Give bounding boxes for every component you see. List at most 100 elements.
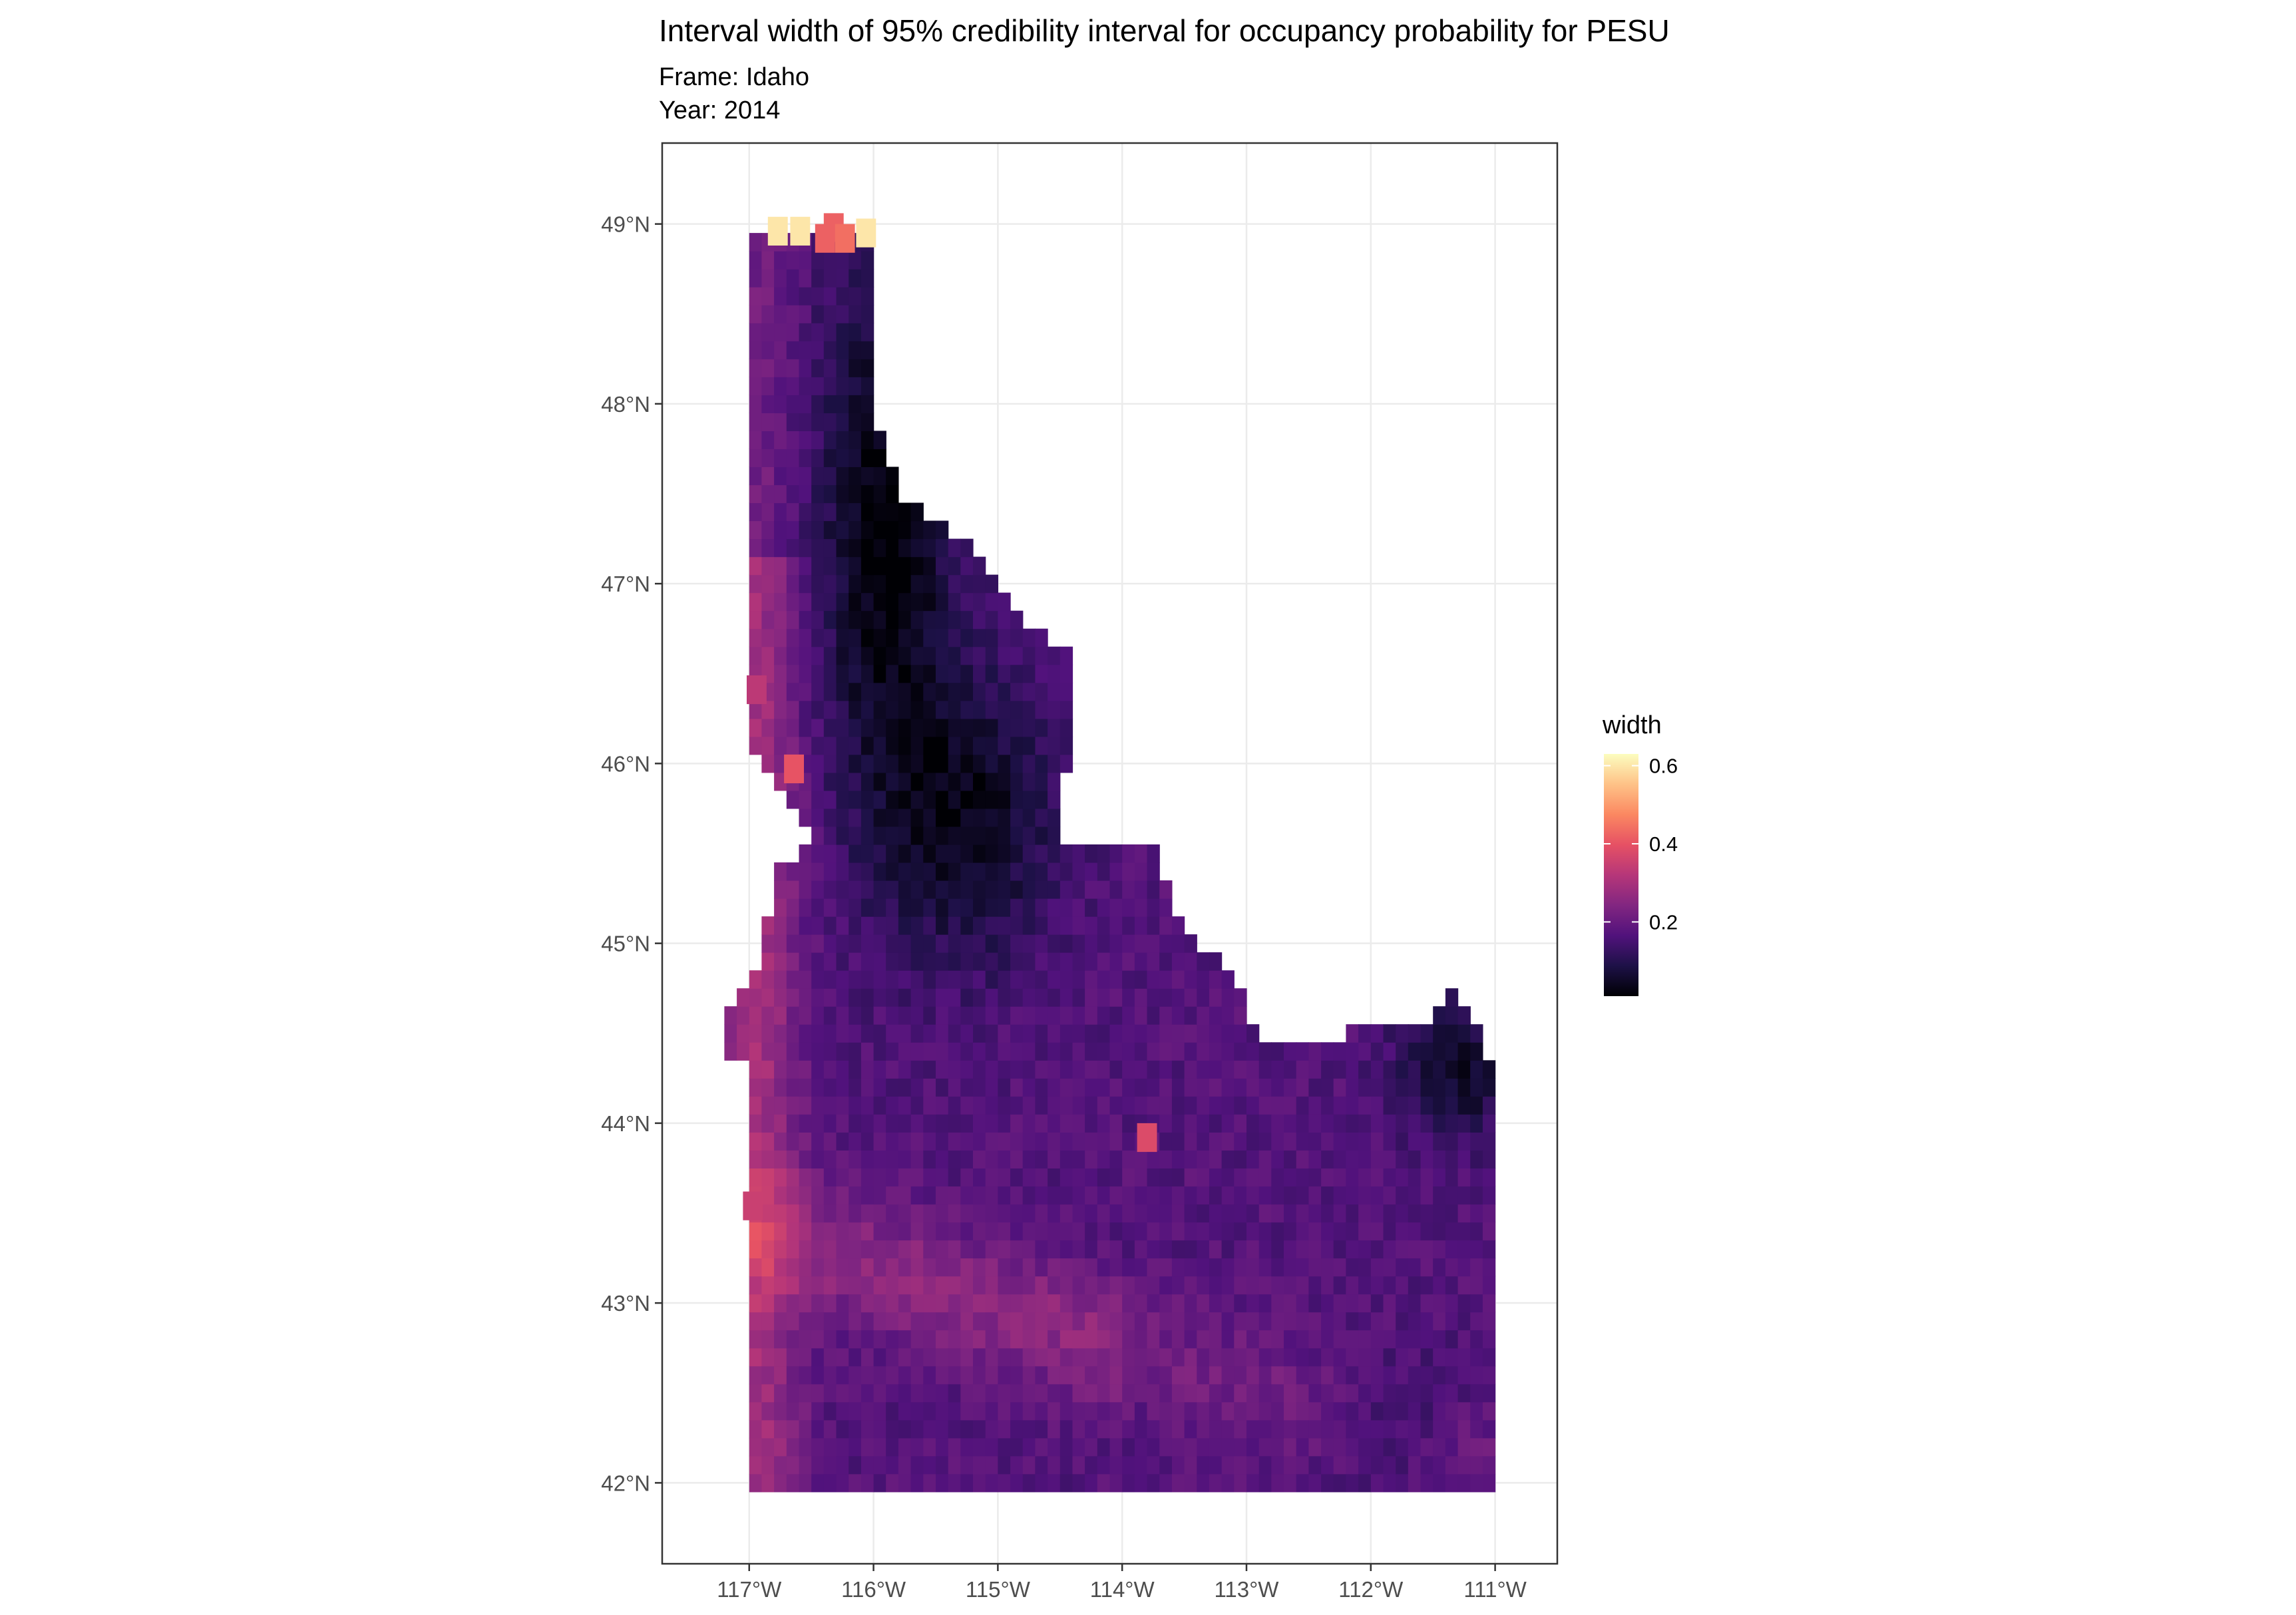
- raster-cell: [1358, 1294, 1372, 1313]
- raster-cell: [960, 574, 974, 594]
- raster-cell: [1482, 1222, 1496, 1241]
- raster-cell: [836, 449, 849, 467]
- raster-cell: [923, 790, 936, 809]
- raster-cell: [1035, 1312, 1048, 1331]
- raster-cell: [1171, 1114, 1185, 1133]
- raster-cell: [1122, 1276, 1135, 1295]
- raster-cell: [1209, 1365, 1223, 1385]
- raster-cell: [1097, 1401, 1111, 1421]
- raster-cell: [823, 1168, 837, 1186]
- raster-cell: [1445, 1204, 1459, 1223]
- raster-cell: [799, 1294, 812, 1313]
- raster-cell: [1010, 1455, 1024, 1475]
- raster-cell: [836, 808, 849, 827]
- raster-cell: [836, 502, 849, 522]
- raster-cell: [799, 718, 812, 737]
- raster-cell: [799, 574, 812, 594]
- raster-cell: [1184, 970, 1197, 989]
- raster-cell: [774, 1383, 787, 1403]
- raster-cell: [861, 574, 874, 594]
- highlight-cell: [815, 224, 835, 253]
- raster-cell: [948, 646, 961, 665]
- raster-cell: [998, 916, 1011, 935]
- raster-cell: [886, 700, 899, 719]
- raster-cell: [886, 1276, 899, 1295]
- raster-cell: [1482, 1204, 1496, 1223]
- raster-cell: [898, 1150, 912, 1168]
- raster-cell: [910, 844, 924, 863]
- raster-cell: [1258, 1365, 1272, 1385]
- raster-cell: [1122, 1060, 1135, 1079]
- raster-cell: [799, 556, 812, 576]
- raster-cell: [1159, 1240, 1173, 1259]
- raster-cell: [948, 808, 961, 827]
- raster-cell: [1408, 1294, 1422, 1313]
- raster-cell: [786, 1132, 800, 1151]
- raster-cell: [786, 718, 800, 737]
- raster-cell: [761, 1240, 775, 1259]
- raster-cell: [761, 1006, 775, 1025]
- raster-cell: [948, 826, 961, 845]
- legend-ticks: 0.20.40.6: [1604, 755, 1678, 934]
- raster-cell: [1258, 1204, 1272, 1223]
- raster-cell: [1097, 1150, 1111, 1168]
- raster-cell: [1072, 1437, 1085, 1457]
- raster-cell: [1097, 898, 1111, 917]
- raster-cell: [1122, 1437, 1135, 1457]
- raster-cell: [985, 1042, 998, 1061]
- raster-cell: [1383, 1383, 1396, 1403]
- raster-cell: [811, 1150, 825, 1168]
- raster-cell: [1470, 1276, 1483, 1295]
- raster-cell: [1445, 1150, 1459, 1168]
- raster-cell: [948, 916, 961, 935]
- raster-cell: [1308, 1347, 1322, 1367]
- raster-cell: [1396, 1204, 1409, 1223]
- legend-tick-label: 0.6: [1649, 755, 1678, 778]
- y-tick-label: 46°N: [601, 751, 650, 776]
- raster-cell: [1184, 1294, 1197, 1313]
- raster-cell: [886, 1240, 899, 1259]
- raster-cell: [861, 808, 874, 827]
- raster-cell: [1221, 1132, 1235, 1151]
- raster-cell: [1171, 1096, 1185, 1115]
- raster-cell: [774, 934, 787, 953]
- raster-cell: [960, 1222, 974, 1241]
- raster-cell: [786, 502, 800, 522]
- raster-cell: [1246, 1455, 1260, 1475]
- raster-cell: [1171, 1132, 1185, 1151]
- raster-cell: [936, 1383, 949, 1403]
- raster-cell: [1346, 1258, 1359, 1277]
- raster-cell: [1059, 898, 1073, 917]
- raster-cell: [998, 1276, 1011, 1295]
- raster-cell: [1358, 1186, 1372, 1205]
- raster-cell: [1296, 1383, 1309, 1403]
- raster-cell: [786, 970, 800, 989]
- raster-cell: [910, 502, 924, 522]
- raster-cell: [998, 808, 1011, 827]
- raster-cell: [861, 1365, 874, 1385]
- raster-cell: [786, 287, 800, 305]
- raster-cell: [1420, 1276, 1434, 1295]
- raster-cell: [749, 970, 763, 989]
- raster-cell: [1159, 1114, 1173, 1133]
- raster-cell: [1221, 970, 1235, 989]
- raster-cell: [1134, 1437, 1148, 1457]
- raster-cell: [1209, 1204, 1223, 1223]
- raster-cell: [799, 1204, 812, 1223]
- raster-cell: [749, 305, 763, 323]
- raster-cell: [910, 1330, 924, 1349]
- raster-cell: [873, 988, 886, 1007]
- raster-cell: [923, 1222, 936, 1241]
- raster-cell: [836, 1150, 849, 1168]
- raster-cell: [1097, 1473, 1111, 1493]
- raster-cell: [1333, 1473, 1346, 1493]
- raster-cell: [1296, 1276, 1309, 1295]
- raster-cell: [836, 431, 849, 449]
- raster-cell: [1197, 1258, 1210, 1277]
- raster-cell: [836, 1114, 849, 1133]
- raster-cell: [1271, 1186, 1284, 1205]
- raster-cell: [1470, 1383, 1483, 1403]
- raster-cell: [836, 934, 849, 953]
- raster-cell: [761, 718, 775, 737]
- raster-cell: [823, 556, 837, 576]
